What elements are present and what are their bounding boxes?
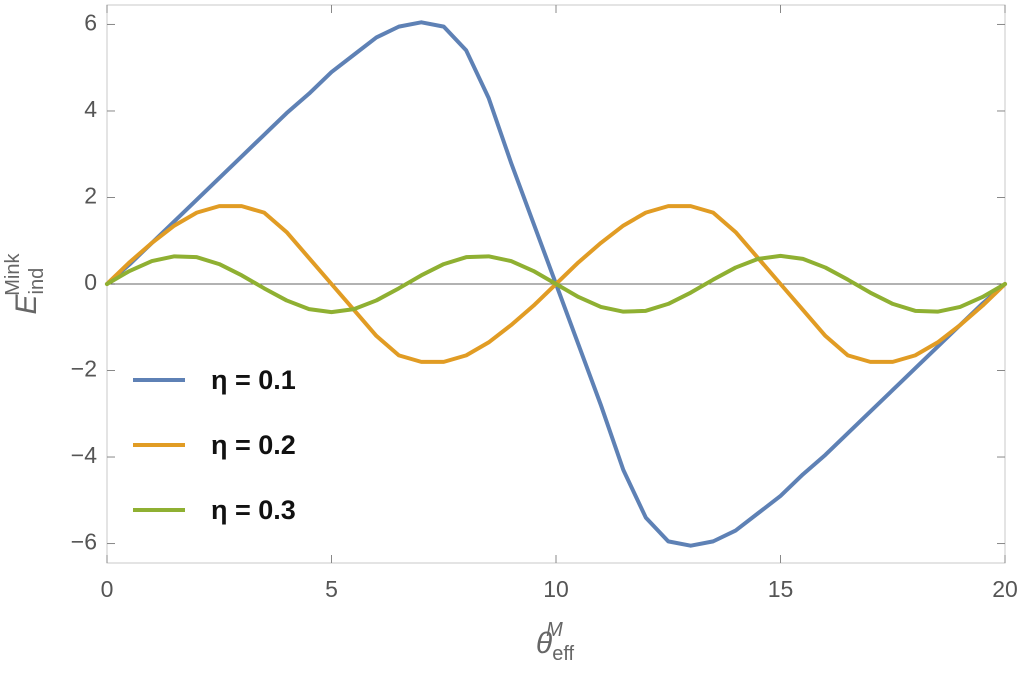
y-label-sup: Mink	[2, 253, 24, 296]
x-axis-label: θeffM	[536, 619, 575, 665]
y-tick-label: 2	[84, 183, 97, 209]
x-label-sup: M	[546, 619, 563, 641]
y-label-base: E	[10, 293, 43, 314]
legend-label: η = 0.3	[211, 495, 296, 525]
legend-label: η = 0.2	[211, 430, 296, 460]
legend-label: η = 0.1	[211, 365, 296, 395]
y-tick-label: 4	[84, 96, 97, 122]
x-label-sub: eff	[552, 643, 574, 665]
x-tick-label: 10	[543, 576, 569, 602]
y-axis-label: EindMink	[2, 253, 48, 315]
y-tick-label: −4	[71, 442, 97, 468]
x-label-base: θ	[536, 627, 553, 660]
x-tick-label: 0	[101, 576, 114, 602]
y-tick-label: 0	[84, 269, 97, 295]
x-tick-label: 20	[992, 576, 1018, 602]
x-tick-label: 5	[325, 576, 338, 602]
y-tick-label: 6	[84, 10, 97, 36]
y-tick-label: −2	[71, 356, 97, 382]
series-line	[105, 253, 1007, 315]
y-tick-label: −6	[71, 529, 97, 555]
y-label-sub: ind	[26, 268, 48, 295]
x-tick-label: 15	[768, 576, 794, 602]
